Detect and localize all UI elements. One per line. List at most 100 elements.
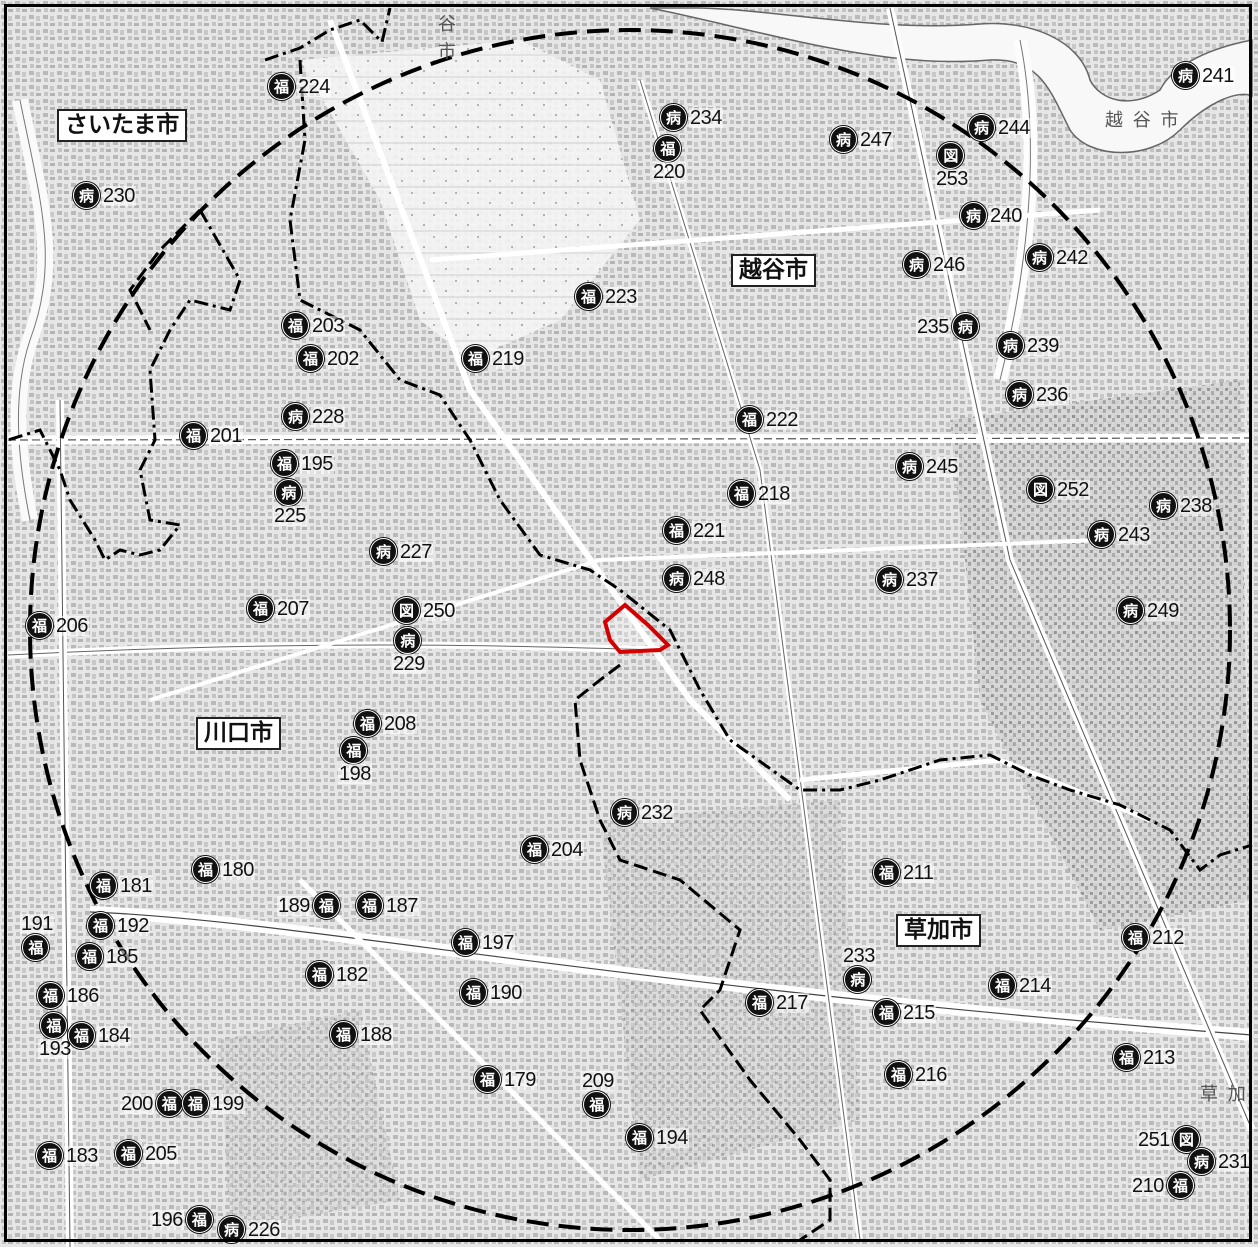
- facility-number: 198: [338, 763, 372, 785]
- facility-marker-228[interactable]: 病 228: [282, 403, 345, 430]
- facility-number: 218: [757, 482, 791, 505]
- facility-marker-231[interactable]: 病 231: [1188, 1148, 1251, 1175]
- facility-marker-186[interactable]: 福 186: [37, 982, 100, 1009]
- facility-marker-195[interactable]: 福 195: [271, 450, 334, 477]
- welfare-icon: 福: [340, 737, 368, 764]
- facility-marker-190[interactable]: 福 190: [460, 979, 523, 1006]
- facility-marker-203[interactable]: 福 203: [282, 312, 345, 339]
- facility-marker-235[interactable]: 235 病: [916, 313, 979, 340]
- facility-marker-229[interactable]: 病 229: [390, 627, 426, 674]
- facility-marker-245[interactable]: 病 245: [896, 453, 959, 480]
- facility-number: 206: [55, 614, 89, 637]
- facility-marker-222[interactable]: 福 222: [736, 406, 799, 433]
- facility-marker-243[interactable]: 病 243: [1088, 521, 1151, 548]
- facility-marker-179[interactable]: 福 179: [474, 1066, 537, 1093]
- facility-number: 247: [859, 128, 893, 151]
- welfare-icon: 福: [185, 1206, 213, 1233]
- facility-marker-230[interactable]: 病 230: [73, 182, 136, 209]
- hospital-icon: 病: [1150, 492, 1177, 519]
- facility-marker-236[interactable]: 病 236: [1006, 381, 1069, 408]
- facility-number: 202: [326, 347, 360, 370]
- facility-marker-249[interactable]: 病 249: [1117, 597, 1180, 624]
- facility-number: 234: [689, 106, 723, 129]
- facility-marker-225[interactable]: 病 225: [271, 479, 307, 526]
- facility-marker-237[interactable]: 病 237: [876, 566, 939, 593]
- welfare-icon: 福: [155, 1090, 183, 1117]
- welfare-icon: 福: [663, 517, 690, 544]
- facility-marker-217[interactable]: 福 217: [746, 989, 809, 1016]
- facility-marker-180[interactable]: 福 180: [192, 856, 255, 883]
- facility-number: 223: [604, 285, 638, 308]
- facility-marker-211[interactable]: 福 211: [873, 859, 935, 886]
- facility-marker-234[interactable]: 病 234: [660, 104, 723, 131]
- facility-marker-198[interactable]: 福 198: [336, 737, 372, 784]
- facility-marker-238[interactable]: 病 238: [1150, 492, 1213, 519]
- facility-marker-196[interactable]: 196 福: [150, 1206, 213, 1233]
- facility-marker-253[interactable]: 図 253: [933, 142, 969, 189]
- facility-marker-199[interactable]: 福 199: [182, 1090, 245, 1117]
- facility-marker-193[interactable]: 福 193: [36, 1012, 72, 1059]
- facility-marker-215[interactable]: 福 215: [873, 999, 936, 1026]
- facility-marker-213[interactable]: 福 213: [1113, 1044, 1176, 1071]
- hospital-icon: 病: [960, 202, 987, 229]
- facility-marker-244[interactable]: 病 244: [968, 114, 1031, 141]
- facility-marker-220[interactable]: 福 220: [650, 135, 686, 182]
- facility-marker-212[interactable]: 福 212: [1122, 924, 1185, 951]
- facility-marker-246[interactable]: 病 246: [903, 251, 966, 278]
- facility-marker-183[interactable]: 福 183: [36, 1142, 99, 1169]
- facility-marker-247[interactable]: 病 247: [830, 126, 893, 153]
- facility-marker-206[interactable]: 福 206: [26, 612, 89, 639]
- facility-marker-208[interactable]: 福 208: [354, 710, 417, 737]
- facility-marker-197[interactable]: 福 197: [452, 929, 515, 956]
- facility-marker-251[interactable]: 251 図: [1137, 1126, 1200, 1153]
- facility-marker-240[interactable]: 病 240: [960, 202, 1023, 229]
- facility-marker-209[interactable]: 209 福: [579, 1071, 615, 1118]
- facility-marker-223[interactable]: 福 223: [575, 283, 638, 310]
- facility-marker-181[interactable]: 福 181: [90, 872, 153, 899]
- facility-marker-224[interactable]: 福 224: [268, 73, 331, 100]
- facility-marker-185[interactable]: 福 185: [76, 943, 139, 970]
- facility-marker-188[interactable]: 福 188: [330, 1021, 393, 1048]
- facility-marker-191[interactable]: 191 福: [18, 914, 54, 961]
- facility-marker-184[interactable]: 福 184: [68, 1022, 131, 1049]
- facility-marker-248[interactable]: 病 248: [663, 565, 726, 592]
- facility-number: 213: [1142, 1046, 1176, 1069]
- facility-marker-207[interactable]: 福 207: [247, 595, 310, 622]
- hospital-icon: 病: [370, 538, 397, 565]
- facility-number: 201: [209, 424, 243, 447]
- facility-marker-226[interactable]: 病 226: [218, 1216, 281, 1243]
- facility-marker-200[interactable]: 200 福: [120, 1090, 183, 1117]
- facility-number: 205: [144, 1142, 178, 1165]
- facility-marker-216[interactable]: 福 216: [885, 1061, 948, 1088]
- facility-marker-214[interactable]: 福 214: [989, 972, 1052, 999]
- facility-marker-189[interactable]: 189 福: [277, 892, 340, 919]
- facility-number: 242: [1055, 246, 1089, 269]
- facility-marker-202[interactable]: 福 202: [297, 345, 360, 372]
- facility-marker-201[interactable]: 福 201: [180, 422, 243, 449]
- facility-marker-204[interactable]: 福 204: [521, 836, 584, 863]
- facility-marker-232[interactable]: 病 232: [611, 799, 674, 826]
- facility-marker-187[interactable]: 福 187: [356, 892, 419, 919]
- facility-number: 199: [211, 1092, 245, 1115]
- facility-marker-221[interactable]: 福 221: [663, 517, 726, 544]
- facility-marker-192[interactable]: 福 192: [87, 912, 150, 939]
- facility-number: 209: [581, 1070, 615, 1092]
- facility-marker-239[interactable]: 病 239: [997, 332, 1060, 359]
- facility-marker-218[interactable]: 福 218: [728, 480, 791, 507]
- facility-marker-219[interactable]: 福 219: [462, 345, 525, 372]
- welfare-icon: 福: [22, 934, 50, 961]
- facility-marker-194[interactable]: 福 194: [626, 1124, 689, 1151]
- facility-marker-233[interactable]: 233 病: [840, 946, 876, 993]
- facility-marker-250[interactable]: 図 250: [393, 597, 456, 624]
- facility-marker-241[interactable]: 病 241: [1172, 62, 1235, 89]
- facility-marker-182[interactable]: 福 182: [306, 961, 369, 988]
- facility-marker-227[interactable]: 病 227: [370, 538, 433, 565]
- facility-marker-210[interactable]: 210 福: [1131, 1172, 1194, 1199]
- facility-marker-242[interactable]: 病 242: [1026, 244, 1089, 271]
- facility-marker-205[interactable]: 福 205: [115, 1140, 178, 1167]
- hospital-icon: 病: [394, 627, 422, 654]
- facility-number: 244: [997, 116, 1031, 139]
- welfare-icon: 福: [354, 710, 381, 737]
- facility-marker-252[interactable]: 図 252: [1027, 476, 1090, 503]
